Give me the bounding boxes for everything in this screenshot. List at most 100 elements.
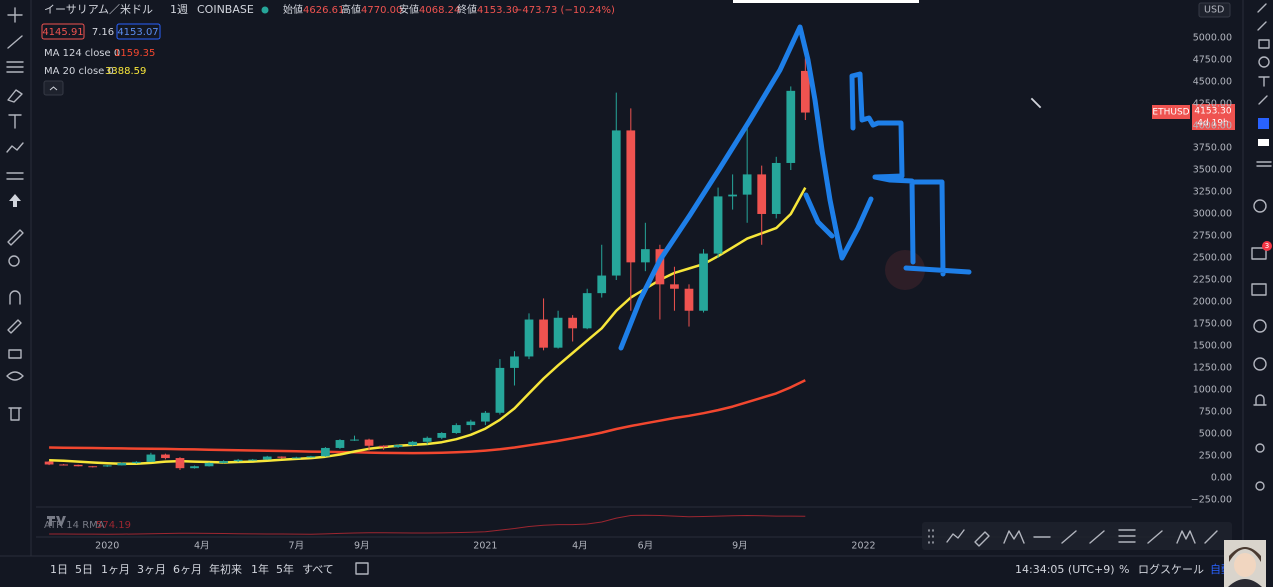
tool-button[interactable] xyxy=(1176,530,1196,544)
tool-button[interactable] xyxy=(974,531,990,547)
sidebar-tool[interactable] xyxy=(1258,95,1268,105)
pencil-cursor xyxy=(1029,96,1043,110)
broadcast-button[interactable] xyxy=(1253,357,1267,371)
currency-dropdown[interactable] xyxy=(1198,2,1231,18)
candle-body xyxy=(88,466,98,468)
y-tick-label: 4500.00 xyxy=(1193,77,1232,88)
sidebar-tool[interactable] xyxy=(1257,3,1267,13)
drag-handle[interactable] xyxy=(928,529,934,544)
candle-body xyxy=(73,464,83,467)
range-button[interactable]: 年初来 xyxy=(209,562,242,576)
interval[interactable]: 1週 xyxy=(170,3,188,16)
prediction-tool[interactable] xyxy=(6,172,24,180)
x-tick-label: 6月 xyxy=(638,541,654,552)
magnet-tool[interactable] xyxy=(9,290,21,305)
tag-countdown: 4d 19h xyxy=(1197,119,1228,129)
bid-price[interactable]: 4145.91 xyxy=(42,27,83,38)
x-tick-label: 4月 xyxy=(572,541,588,552)
y-tick-label: 1250.00 xyxy=(1193,362,1232,373)
y-tick-label: 4000.00 xyxy=(1193,121,1232,132)
indicator-name[interactable]: ATR 14 RMA xyxy=(44,520,105,531)
drawing-toolbar xyxy=(922,522,1232,550)
range-button[interactable]: 5年 xyxy=(276,562,294,576)
text-tool[interactable] xyxy=(8,114,22,129)
candle-body xyxy=(102,465,112,467)
alerts-button[interactable] xyxy=(1253,394,1267,406)
crosshair-tool[interactable] xyxy=(7,7,23,23)
range-button[interactable]: 6ヶ月 xyxy=(173,563,202,576)
color-swatch[interactable] xyxy=(1258,139,1269,146)
exchange: COINBASE xyxy=(197,3,254,16)
range-button[interactable]: 1日 xyxy=(50,563,68,576)
sidebar-tool[interactable] xyxy=(1258,76,1270,87)
color-swatch[interactable] xyxy=(1258,118,1269,129)
lock-tool[interactable] xyxy=(8,349,22,359)
sell-box[interactable] xyxy=(41,23,85,40)
range-button[interactable]: すべて xyxy=(302,563,334,576)
y-tick-label: 500.00 xyxy=(1199,428,1232,439)
candle-body xyxy=(481,412,490,422)
y-tick-label: 2500.00 xyxy=(1193,252,1232,263)
sidebar-tool[interactable] xyxy=(1258,39,1270,49)
range-button[interactable]: 1ヶ月 xyxy=(101,563,130,576)
percent-toggle[interactable]: % xyxy=(1119,563,1129,576)
sidebar-button[interactable] xyxy=(1255,443,1265,453)
candle-body xyxy=(59,464,68,466)
messages-button[interactable] xyxy=(1251,283,1267,296)
streams-button[interactable] xyxy=(1253,319,1267,333)
currency[interactable]: USD xyxy=(1204,5,1224,16)
ohlc-label: 高値 xyxy=(341,3,361,16)
y-tick-label: −250.00 xyxy=(1191,494,1232,505)
candle-body xyxy=(699,253,708,311)
candle-body xyxy=(146,454,156,462)
delete-tool[interactable] xyxy=(8,407,22,421)
ask-price[interactable]: 4153.07 xyxy=(117,27,158,38)
candle-body xyxy=(568,317,578,329)
tool-button[interactable] xyxy=(1118,529,1136,543)
chat-button[interactable] xyxy=(1251,247,1267,260)
fib-tool[interactable] xyxy=(6,61,24,73)
indicator-name[interactable]: MA 20 close 0 xyxy=(44,66,114,77)
change-value: −473.73 (−10.24%) xyxy=(514,5,615,16)
symbol-name[interactable]: イーサリアム／米ドル xyxy=(44,3,153,16)
tool-button[interactable] xyxy=(1089,530,1105,544)
buy-box[interactable] xyxy=(116,23,161,40)
tool-button[interactable] xyxy=(946,529,965,543)
ideas-button[interactable] xyxy=(1253,199,1267,213)
tool-button[interactable] xyxy=(1147,530,1163,544)
range-button[interactable]: 5日 xyxy=(75,563,93,576)
drawing-mode-tool[interactable] xyxy=(7,319,22,334)
range-button[interactable]: 3ヶ月 xyxy=(137,563,166,576)
tool-button[interactable] xyxy=(1003,530,1025,544)
tool-button[interactable] xyxy=(1061,530,1077,544)
candle-body xyxy=(626,130,636,263)
candle-body xyxy=(131,461,141,464)
trendline-tool[interactable] xyxy=(7,35,23,49)
tool-button[interactable] xyxy=(1204,530,1218,544)
ruler-tool[interactable] xyxy=(7,229,24,246)
candle-body xyxy=(800,70,810,113)
sidebar-button[interactable] xyxy=(1255,481,1265,491)
sidebar-tool[interactable] xyxy=(1256,161,1272,167)
arrow-tool[interactable] xyxy=(9,194,21,207)
sidebar-tool[interactable] xyxy=(1258,56,1270,68)
candle-body xyxy=(262,456,272,460)
ohlc-label: 終値 xyxy=(457,3,477,16)
pattern-tool[interactable] xyxy=(6,142,24,153)
zoom-tool[interactable] xyxy=(8,255,20,267)
compare-button[interactable] xyxy=(355,562,369,575)
y-tick-label: 3000.00 xyxy=(1193,208,1232,219)
log-toggle[interactable]: ログスケール xyxy=(1138,562,1204,576)
sidebar-tool[interactable] xyxy=(1257,21,1267,31)
collapse-button[interactable] xyxy=(43,80,64,96)
hide-tool[interactable] xyxy=(6,371,24,381)
candle-body xyxy=(219,461,228,463)
brush-tool[interactable] xyxy=(7,89,23,103)
indicator-name[interactable]: MA 124 close 0 xyxy=(44,48,120,59)
clock: 14:34:05 (UTC+9) xyxy=(1015,563,1115,576)
tv-logo xyxy=(47,516,66,526)
candle-body xyxy=(44,461,54,465)
indicator-value: 574.19 xyxy=(96,520,131,531)
range-button[interactable]: 1年 xyxy=(251,562,269,576)
